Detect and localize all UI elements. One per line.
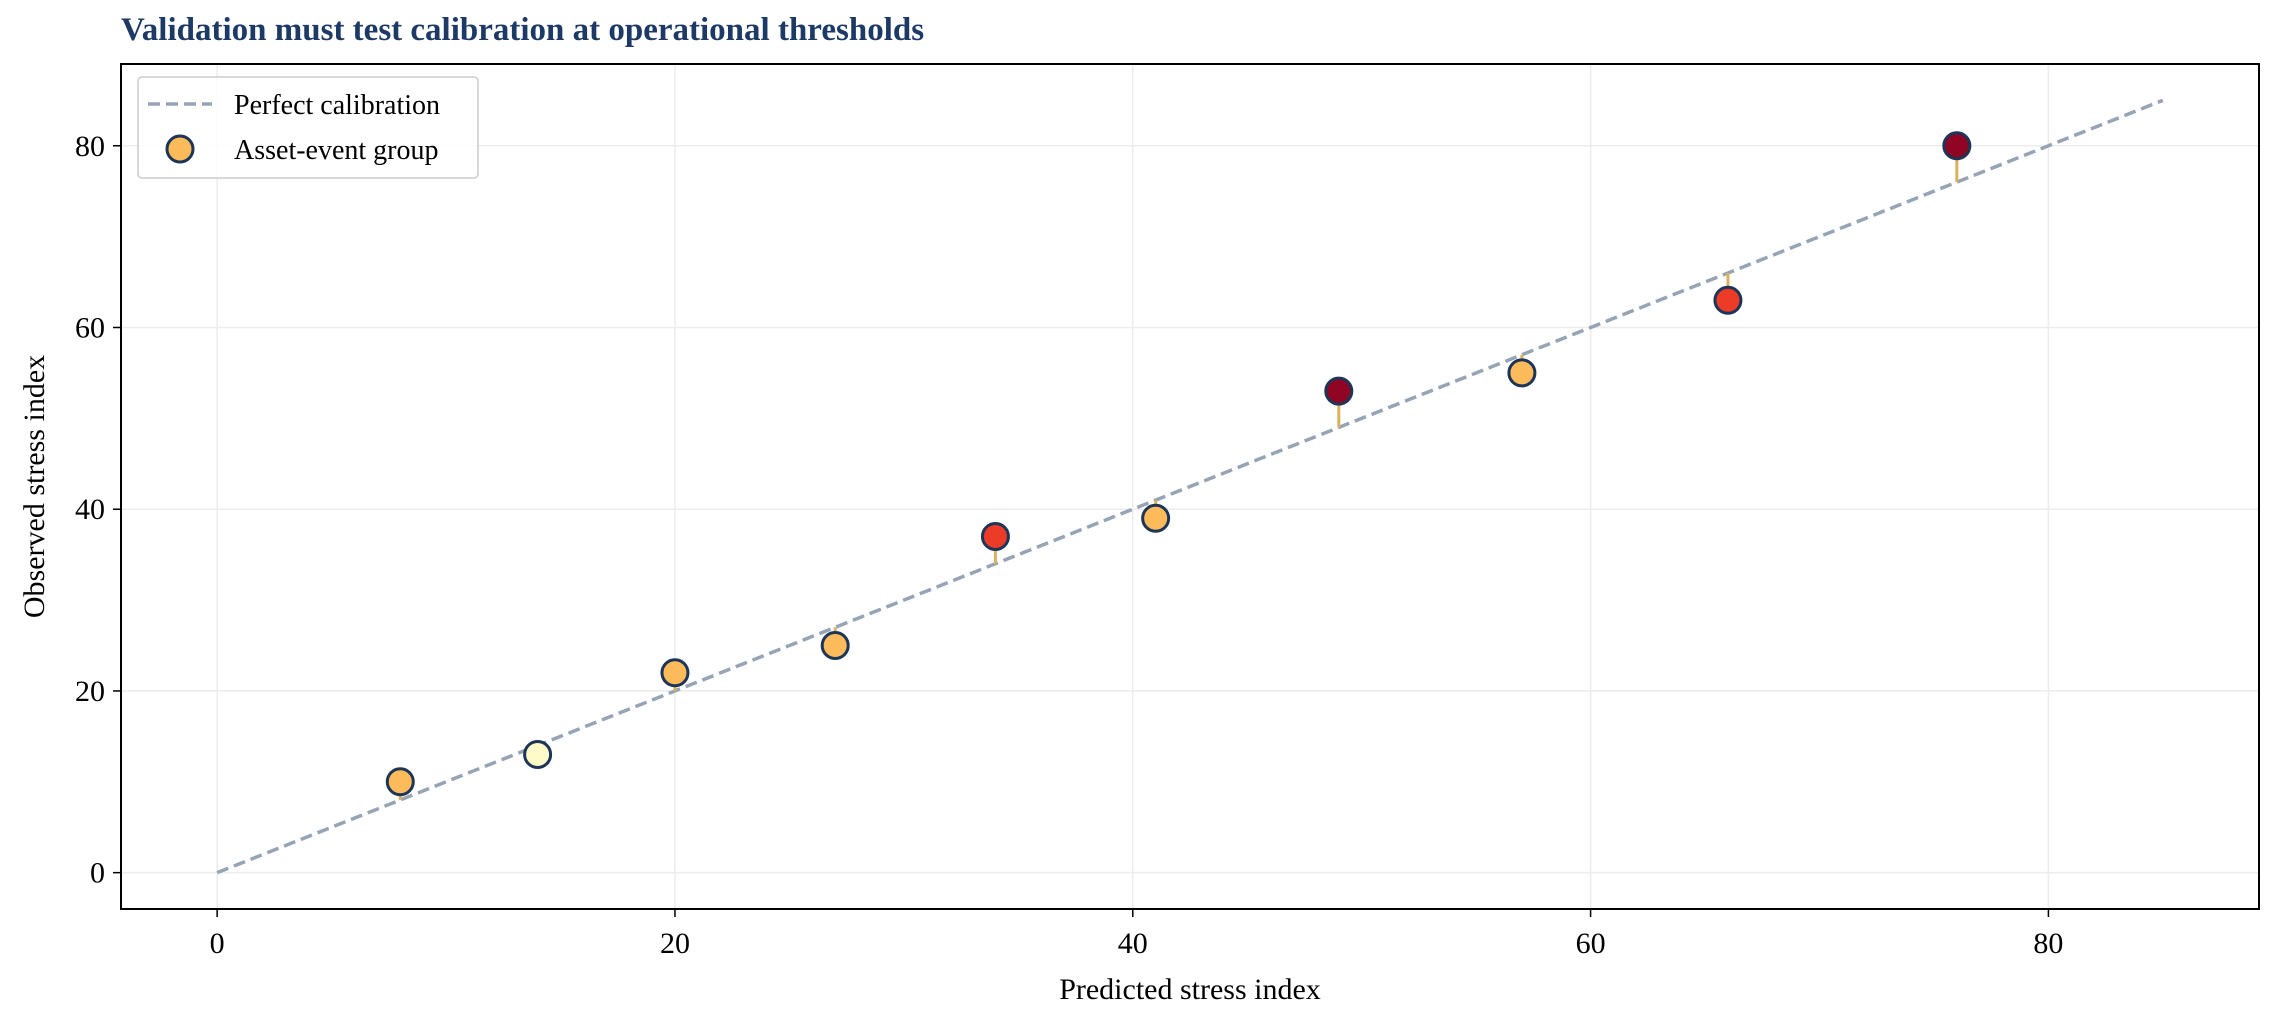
axis-ticks: 0 20 40 60 80 0 20 40 60 80 bbox=[75, 130, 2063, 960]
x-tick-label: 0 bbox=[210, 927, 225, 960]
x-tick-label: 20 bbox=[660, 927, 690, 960]
legend-marker-swatch bbox=[165, 134, 195, 164]
x-axis-label: Predicted stress index bbox=[1059, 973, 1321, 1006]
y-tick-label: 40 bbox=[75, 493, 105, 526]
y-tick-label: 20 bbox=[75, 675, 105, 708]
data-point bbox=[980, 521, 1010, 551]
plot-frame bbox=[120, 63, 2260, 910]
legend: Perfect calibration Asset-event group bbox=[137, 76, 479, 179]
legend-label-asset-event-group: Asset-event group bbox=[234, 135, 439, 166]
data-points bbox=[385, 131, 1972, 797]
data-point bbox=[385, 767, 415, 797]
legend-label-perfect-calibration: Perfect calibration bbox=[234, 90, 440, 121]
data-point bbox=[1507, 358, 1537, 388]
x-tick-label: 60 bbox=[1576, 927, 1606, 960]
data-point bbox=[1141, 503, 1171, 533]
data-point bbox=[820, 631, 850, 661]
reference-line-layer bbox=[216, 98, 2164, 875]
data-point bbox=[1713, 285, 1743, 315]
chart-title: Validation must test calibration at oper… bbox=[121, 12, 925, 48]
data-point bbox=[523, 740, 553, 770]
y-tick-label: 0 bbox=[90, 857, 105, 890]
residual-lines bbox=[398, 145, 1959, 800]
data-point bbox=[1942, 131, 1972, 161]
y-tick-label: 80 bbox=[75, 130, 105, 163]
data-point bbox=[1324, 376, 1354, 406]
x-tick-label: 40 bbox=[1118, 927, 1148, 960]
legend-box bbox=[137, 76, 479, 179]
y-tick-label: 60 bbox=[75, 311, 105, 344]
data-point bbox=[660, 658, 690, 688]
perfect-calibration-line bbox=[216, 98, 2164, 875]
grid-lines bbox=[121, 64, 2259, 909]
y-axis-label: Observed stress index bbox=[18, 355, 51, 618]
x-tick-label: 80 bbox=[2033, 927, 2063, 960]
